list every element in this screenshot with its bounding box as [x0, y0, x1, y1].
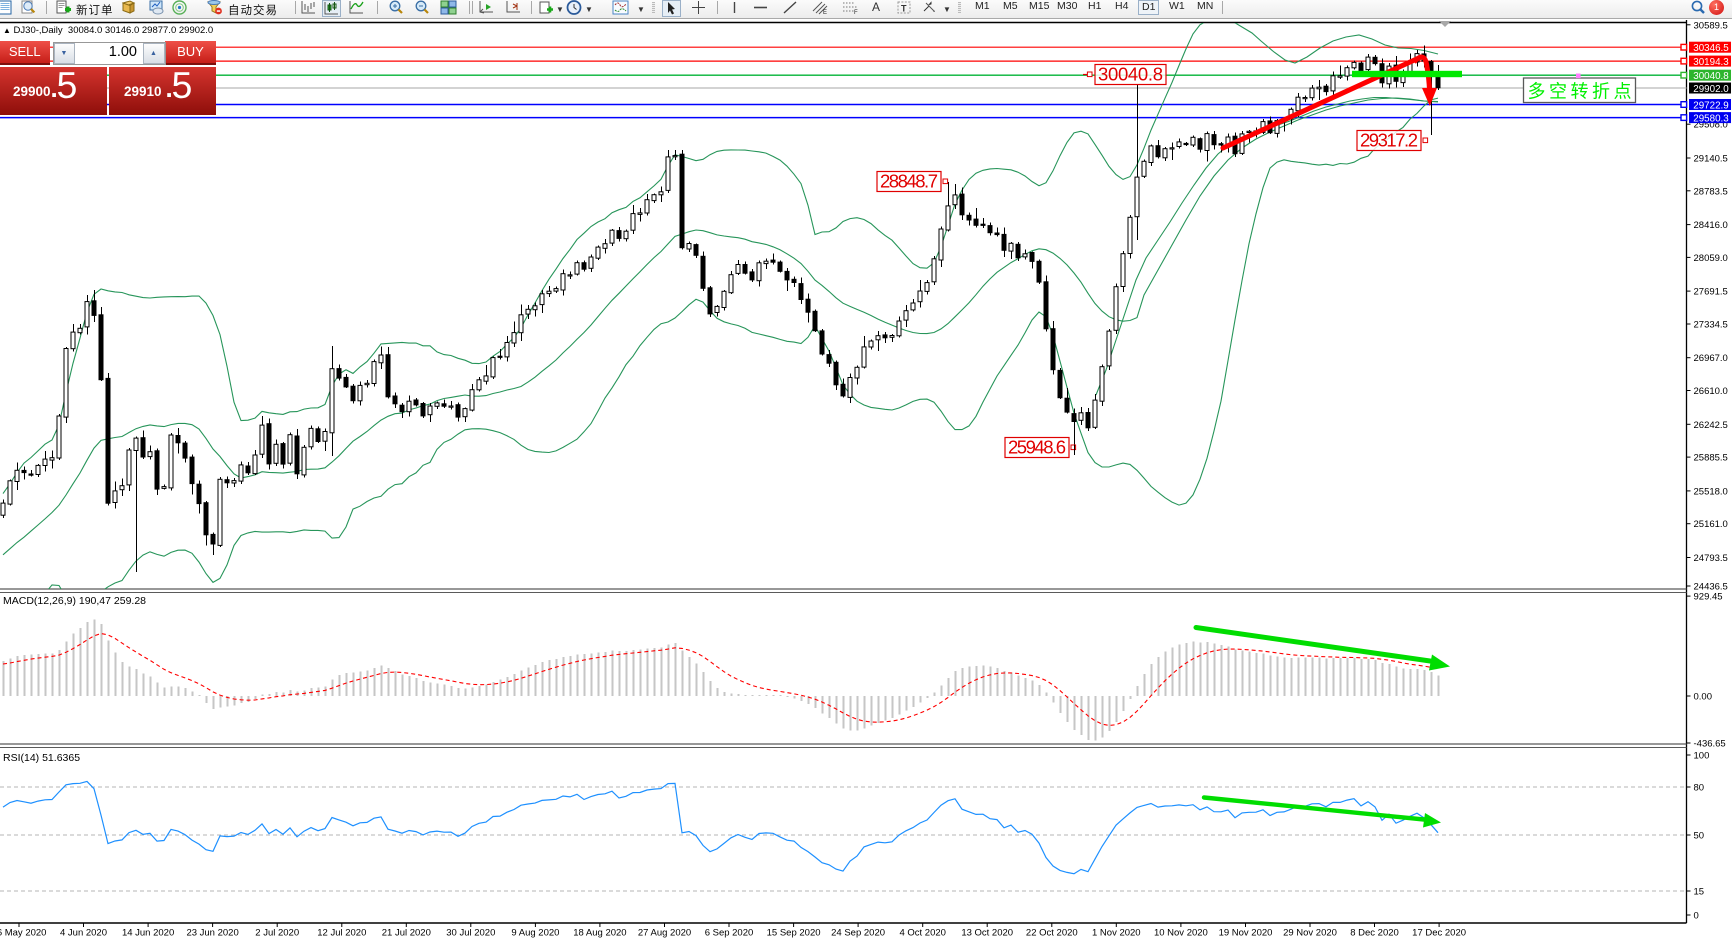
- svg-text:T: T: [901, 4, 907, 14]
- svg-text:25948.6: 25948.6: [1008, 437, 1066, 458]
- svg-text:19 Nov 2020: 19 Nov 2020: [1219, 928, 1273, 939]
- svg-text:22 Oct 2020: 22 Oct 2020: [1026, 928, 1078, 939]
- svg-text:27334.5: 27334.5: [1694, 320, 1728, 331]
- svg-text:29140.5: 29140.5: [1694, 154, 1728, 165]
- svg-text:F: F: [854, 10, 858, 15]
- svg-text:100: 100: [1694, 751, 1710, 762]
- svg-text:29722.9: 29722.9: [1693, 100, 1728, 111]
- svg-text:4 Jun 2020: 4 Jun 2020: [60, 928, 107, 939]
- svg-text:15 Sep 2020: 15 Sep 2020: [767, 928, 821, 939]
- svg-text:E: E: [823, 10, 827, 15]
- svg-text:23 Jun 2020: 23 Jun 2020: [186, 928, 238, 939]
- svg-text:RSI(14) 51.6365: RSI(14) 51.6365: [3, 752, 80, 764]
- svg-text:30040.8: 30040.8: [1693, 71, 1729, 82]
- svg-text:8 Dec 2020: 8 Dec 2020: [1350, 928, 1399, 939]
- svg-text:13 Oct 2020: 13 Oct 2020: [961, 928, 1013, 939]
- svg-text:14 Jun 2020: 14 Jun 2020: [122, 928, 174, 939]
- svg-text:24436.5: 24436.5: [1694, 582, 1728, 593]
- svg-text:28848.7: 28848.7: [880, 171, 938, 192]
- svg-text:30194.3: 30194.3: [1693, 57, 1729, 68]
- svg-text:0.00: 0.00: [1694, 692, 1713, 703]
- svg-text:21 Jul 2020: 21 Jul 2020: [382, 928, 431, 939]
- svg-text:28783.5: 28783.5: [1694, 186, 1728, 197]
- svg-text:25885.5: 25885.5: [1694, 453, 1728, 464]
- svg-text:6 Sep 2020: 6 Sep 2020: [705, 928, 754, 939]
- svg-text:28059.0: 28059.0: [1694, 253, 1728, 264]
- svg-text:25161.0: 25161.0: [1694, 519, 1728, 530]
- svg-text:30 Jul 2020: 30 Jul 2020: [446, 928, 495, 939]
- svg-text:27691.5: 27691.5: [1694, 287, 1728, 298]
- svg-text:30589.5: 30589.5: [1694, 20, 1728, 31]
- svg-text:50: 50: [1694, 831, 1705, 842]
- svg-text:15: 15: [1694, 887, 1705, 898]
- svg-text:28416.0: 28416.0: [1694, 220, 1728, 231]
- svg-text:29902.0: 29902.0: [1693, 84, 1729, 95]
- svg-text:-436.65: -436.65: [1694, 739, 1726, 750]
- svg-text:9 Aug 2020: 9 Aug 2020: [511, 928, 559, 939]
- svg-text:26610.0: 26610.0: [1694, 386, 1728, 397]
- svg-text:30040.8: 30040.8: [1098, 64, 1163, 85]
- svg-text:929.45: 929.45: [1694, 592, 1723, 603]
- svg-text:24793.5: 24793.5: [1694, 553, 1728, 564]
- svg-text:12 Jul 2020: 12 Jul 2020: [317, 928, 366, 939]
- svg-text:30346.5: 30346.5: [1693, 43, 1729, 54]
- svg-text:29317.2: 29317.2: [1360, 130, 1418, 151]
- svg-text:27 Aug 2020: 27 Aug 2020: [638, 928, 691, 939]
- svg-text:29 Nov 2020: 29 Nov 2020: [1283, 928, 1337, 939]
- svg-text:多空转折点: 多空转折点: [1528, 82, 1632, 102]
- svg-text:29508.0: 29508.0: [1694, 120, 1728, 131]
- svg-text:17 Dec 2020: 17 Dec 2020: [1412, 928, 1466, 939]
- svg-text:25518.0: 25518.0: [1694, 486, 1728, 497]
- svg-text:2 Jul 2020: 2 Jul 2020: [255, 928, 299, 939]
- svg-text:29580.3: 29580.3: [1693, 113, 1729, 124]
- svg-text:4 Oct 2020: 4 Oct 2020: [899, 928, 945, 939]
- svg-text:MACD(12,26,9) 190,47 259.28: MACD(12,26,9) 190,47 259.28: [3, 595, 146, 607]
- svg-text:26 May 2020: 26 May 2020: [0, 928, 46, 939]
- svg-text:26967.0: 26967.0: [1694, 353, 1728, 364]
- svg-text:10 Nov 2020: 10 Nov 2020: [1154, 928, 1208, 939]
- svg-text:80: 80: [1694, 783, 1705, 794]
- svg-text:24 Sep 2020: 24 Sep 2020: [831, 928, 885, 939]
- svg-text:1 Nov 2020: 1 Nov 2020: [1092, 928, 1141, 939]
- svg-text:0: 0: [1694, 911, 1699, 922]
- svg-text:26242.5: 26242.5: [1694, 420, 1728, 431]
- svg-text:18 Aug 2020: 18 Aug 2020: [573, 928, 626, 939]
